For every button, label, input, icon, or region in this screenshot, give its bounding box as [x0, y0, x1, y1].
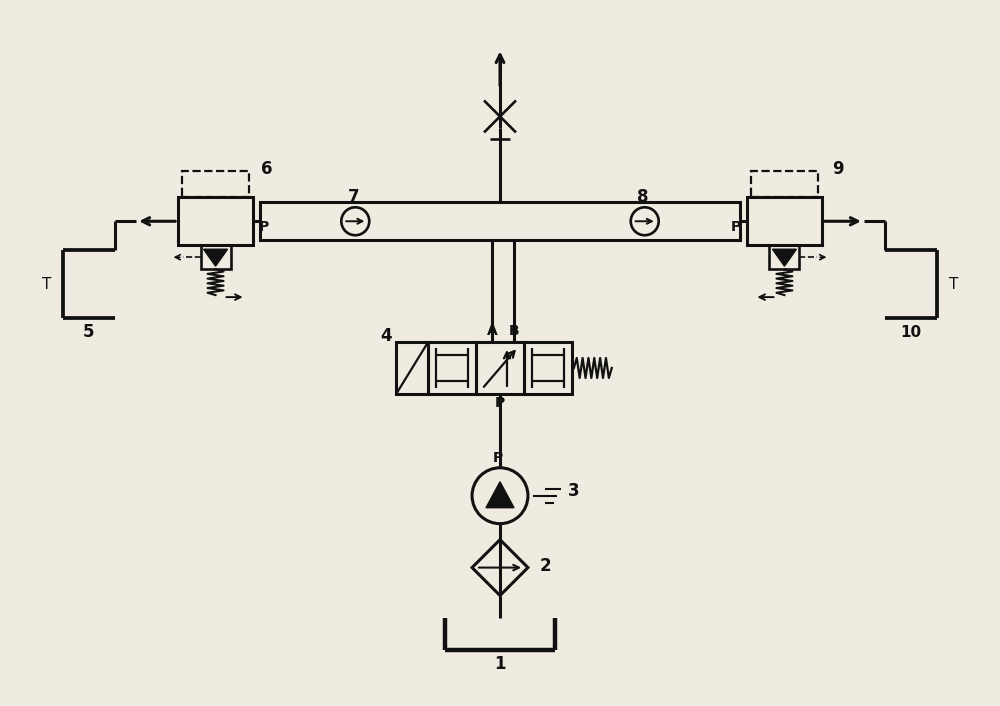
Bar	[524, 342, 572, 394]
Polygon shape	[486, 481, 514, 508]
Polygon shape	[772, 249, 796, 266]
Text: T: T	[949, 277, 958, 292]
Text: P: P	[259, 220, 269, 234]
Text: 7: 7	[347, 189, 359, 206]
Text: 1: 1	[494, 655, 506, 674]
Text: T: T	[42, 277, 51, 292]
Bar	[751, 172, 818, 197]
Text: P: P	[731, 220, 741, 234]
Circle shape	[341, 208, 369, 235]
Bar	[182, 172, 249, 197]
Bar	[396, 342, 428, 394]
Text: 10: 10	[901, 325, 922, 340]
Bar	[747, 197, 822, 245]
Text: A: A	[487, 324, 497, 338]
Bar	[178, 197, 253, 245]
Text: 9: 9	[832, 160, 843, 179]
Bar	[769, 245, 799, 269]
Text: 3: 3	[568, 481, 579, 500]
Polygon shape	[204, 249, 228, 266]
Text: P: P	[495, 396, 505, 410]
Bar	[201, 245, 231, 269]
Text: B: B	[509, 324, 519, 338]
Text: 6: 6	[261, 160, 272, 179]
Text: P: P	[493, 451, 503, 465]
Text: 8: 8	[637, 189, 648, 206]
Circle shape	[631, 208, 659, 235]
Bar	[476, 342, 524, 394]
Text: 5: 5	[83, 323, 95, 341]
Text: 4: 4	[381, 327, 392, 345]
Text: 2: 2	[540, 556, 552, 575]
Bar	[260, 203, 740, 240]
Bar	[428, 342, 476, 394]
